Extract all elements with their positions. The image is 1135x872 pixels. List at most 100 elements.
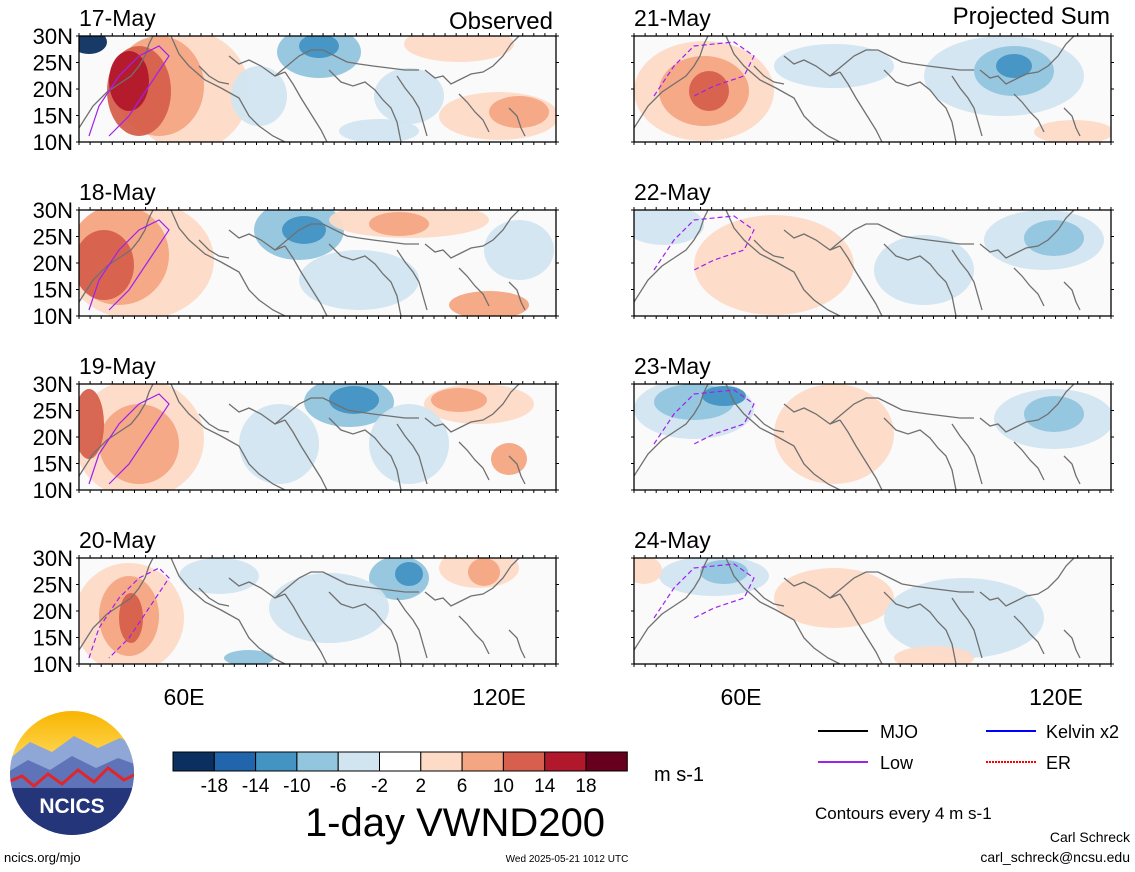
coastlines	[79, 210, 526, 316]
legend-item-low: Low	[818, 753, 914, 773]
footer-url: ncics.org/mjo	[4, 850, 81, 865]
panel-grid: 17-May30N25N20N15N10N18-May30N25N20N15N1…	[33, 5, 1114, 677]
ncics-logo: NCICS	[10, 711, 134, 835]
colorbar-tick-label: -2	[371, 776, 388, 797]
panel-date: 22-May	[634, 179, 711, 205]
lat-label: 20N	[33, 77, 73, 102]
lat-label: 20N	[33, 599, 73, 624]
shading	[79, 36, 556, 142]
map-panel-right-3: 23-May	[631, 353, 1114, 493]
panel-date: 19-May	[79, 353, 156, 379]
legend-label-low: Low	[880, 753, 914, 773]
colorbar-tick-label: 18	[575, 776, 596, 797]
lat-label: 25N	[33, 225, 73, 250]
ticks	[76, 207, 559, 319]
low-contour	[88, 219, 170, 311]
coastlines	[634, 36, 1081, 142]
ticks	[631, 555, 1114, 667]
colorbar-swatch	[337, 751, 381, 772]
low-contour	[88, 393, 170, 485]
panel-date: 24-May	[634, 527, 711, 553]
panel-date: 21-May	[634, 5, 711, 31]
projected-sum-label: Projected Sum	[953, 3, 1110, 30]
colorbar: -18 -14 -10 -6 -2 2 6 10 14 18	[172, 751, 628, 797]
author-email: carl_schreck@ncsu.edu	[980, 849, 1130, 865]
lat-label: 10N	[33, 652, 73, 677]
colorbar-tick-label: -18	[201, 776, 228, 797]
panel-date: 17-May	[79, 5, 156, 31]
lat-label: 30N	[33, 546, 73, 571]
low-contour	[88, 567, 170, 659]
lat-label: 15N	[33, 626, 73, 651]
shading	[79, 558, 556, 664]
colorbar-tick-label: 14	[534, 776, 556, 797]
ticks	[76, 555, 559, 667]
lat-label: 20N	[33, 425, 73, 450]
shading	[634, 558, 1111, 664]
legend-label-mjo: MJO	[880, 722, 918, 742]
colorbar-swatch	[172, 751, 215, 772]
lat-label: 25N	[33, 51, 73, 76]
lat-label: 25N	[33, 399, 73, 424]
lat-label: 30N	[33, 24, 73, 49]
observed-label: Observed	[449, 8, 553, 35]
lon-label-120e: 120E	[1029, 684, 1083, 710]
colorbar-swatch	[544, 751, 587, 772]
low-contour	[88, 45, 170, 137]
lat-label: 10N	[33, 130, 73, 155]
colorbar-tick-label: 6	[457, 776, 468, 797]
ticks	[76, 381, 559, 493]
lon-label-60e: 60E	[164, 684, 205, 710]
lon-label-60e: 60E	[721, 684, 762, 710]
colorbar-swatch	[296, 751, 339, 772]
low-contour	[653, 563, 755, 619]
lon-label-120e: 120E	[472, 684, 526, 710]
coastlines	[634, 384, 1081, 490]
shading	[634, 384, 1111, 490]
map-panel-right-2: 22-May	[631, 179, 1114, 319]
shading	[79, 210, 556, 316]
lat-label: 30N	[33, 372, 73, 397]
contours-note: Contours every 4 m s-1	[815, 804, 992, 823]
colorbar-swatch	[379, 751, 422, 772]
colorbar-swatch	[213, 751, 257, 772]
colorbar-swatch	[502, 751, 546, 772]
colorbar-swatch	[461, 751, 504, 772]
coastlines	[79, 384, 526, 490]
lat-label: 15N	[33, 278, 73, 303]
legend-item-kelvin: Kelvin x2	[986, 722, 1119, 742]
legend-label-kelvin: Kelvin x2	[1046, 722, 1119, 742]
colorbar-tick-label: -6	[330, 776, 347, 797]
map-panel-right-4: 24-May	[631, 527, 1114, 667]
lon-labels-left: 60E 120E	[164, 684, 526, 710]
colorbar-swatch	[255, 751, 298, 772]
colorbar-units: m s-1	[654, 764, 704, 786]
panel-date: 20-May	[79, 527, 156, 553]
coastlines	[634, 558, 1081, 664]
lat-label: 15N	[33, 452, 73, 477]
legend-item-er: ER	[986, 753, 1071, 773]
ticks	[631, 207, 1114, 319]
ticks	[76, 33, 559, 145]
author-name: Carl Schreck	[1050, 829, 1131, 845]
lat-label: 20N	[33, 251, 73, 276]
lat-label: 10N	[33, 304, 73, 329]
colorbar-tick-label: -10	[283, 776, 310, 797]
low-contour	[653, 41, 755, 97]
colorbar-swatch	[420, 751, 463, 772]
ncics-logo-text: NCICS	[39, 795, 104, 818]
coastlines	[79, 558, 526, 664]
panel-date: 18-May	[79, 179, 156, 205]
colorbar-tick-label: 2	[416, 776, 427, 797]
lat-label: 30N	[33, 198, 73, 223]
panel-date: 23-May	[634, 353, 711, 379]
map-panel-right-1: 21-May	[631, 5, 1114, 145]
